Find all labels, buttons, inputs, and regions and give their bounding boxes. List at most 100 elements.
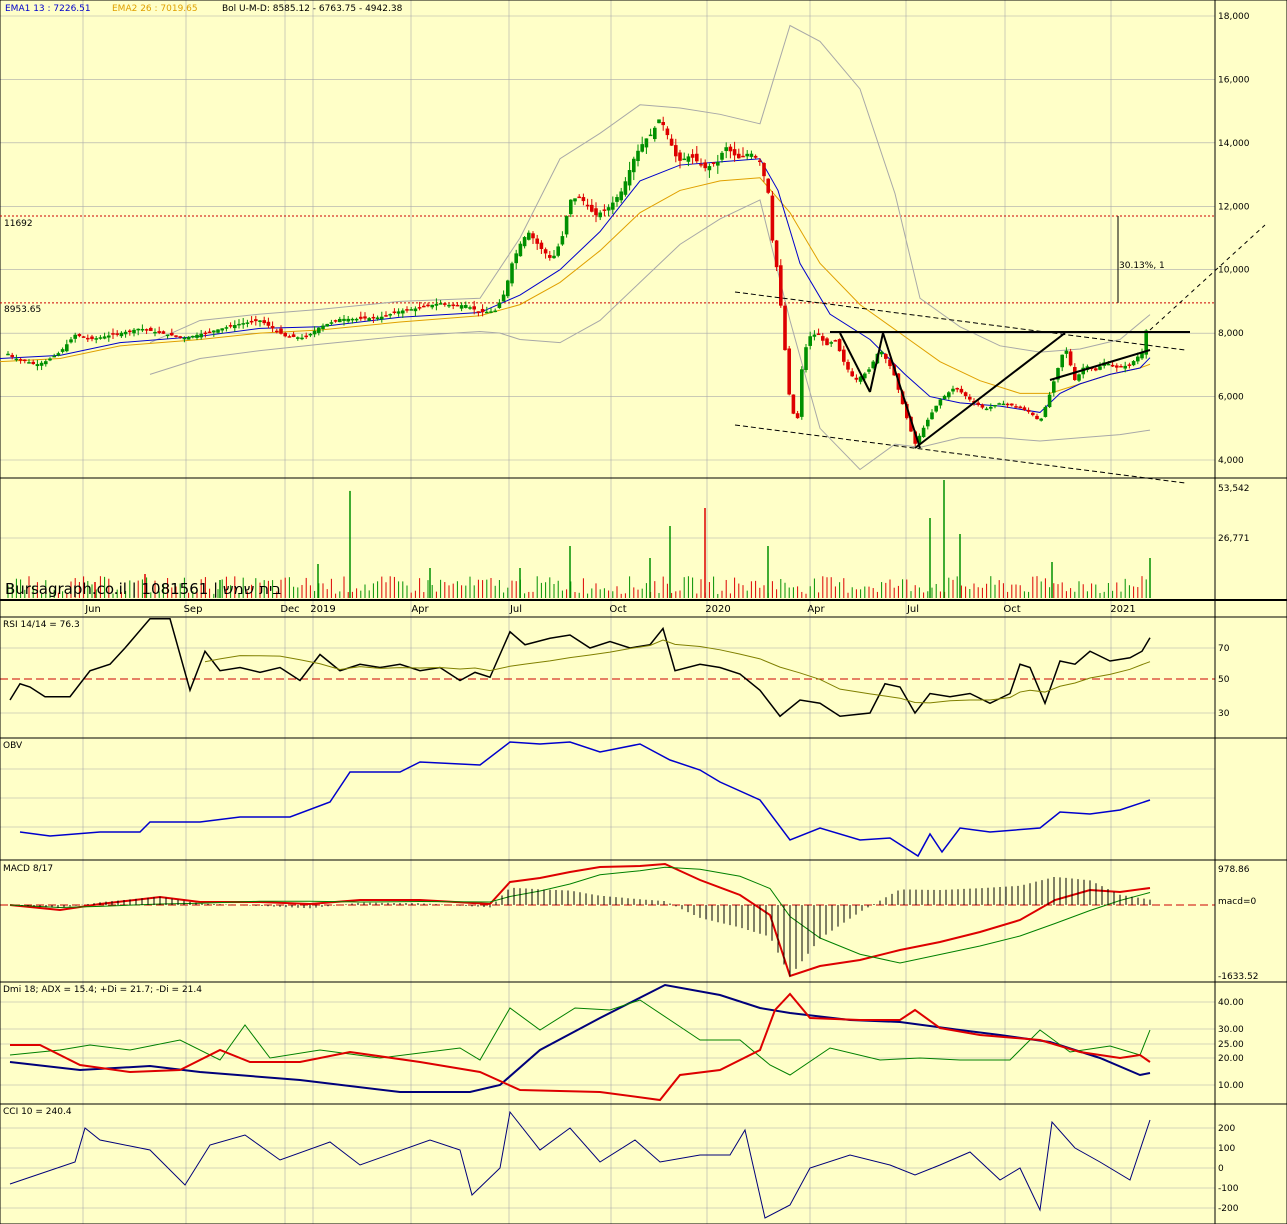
candle-body xyxy=(808,336,812,346)
candle-body xyxy=(23,359,27,362)
candle-body xyxy=(1106,363,1111,366)
candle-body xyxy=(165,334,170,337)
candle-body xyxy=(926,419,930,427)
candle-body xyxy=(270,326,275,329)
candle-body xyxy=(1110,364,1115,367)
candle-body xyxy=(191,335,195,338)
candle-body xyxy=(783,305,787,351)
x-axis-labels: Jun Sep Dec 2019 Apr Jul Oct 2020 Apr Jul Oct 2021 xyxy=(84,604,1136,615)
bollinger-lower xyxy=(149,199,1151,471)
candle-body xyxy=(405,309,409,311)
macd-label: MACD 8/17 xyxy=(3,864,53,874)
candle-body xyxy=(1005,403,1010,406)
x-axis-label: Sep xyxy=(184,604,203,615)
candle-body xyxy=(913,431,917,444)
candle-body xyxy=(774,240,779,268)
candle-body xyxy=(1031,412,1035,416)
candle-body xyxy=(753,155,758,158)
candle-body xyxy=(800,369,804,417)
candle-body xyxy=(287,336,292,338)
axis-ticks: 18,000 16,000 14,000 12,000 10,000 8,000 6,000… xyxy=(1218,12,1250,1214)
candle-body xyxy=(741,155,745,158)
candle-body xyxy=(1131,361,1136,366)
candle-body xyxy=(1052,381,1056,393)
volume-tick-label: 53,542 xyxy=(1218,484,1250,494)
dmi-label: Dmi 18; ADX = 15.4; +Di = 21.7; -Di = 21… xyxy=(3,985,202,995)
candle-body xyxy=(149,327,153,331)
candle-body xyxy=(514,253,518,264)
x-axis-label: Oct xyxy=(609,604,626,615)
candle-body xyxy=(598,212,602,218)
candle-body xyxy=(900,391,905,405)
candle-body xyxy=(690,154,695,158)
trend-line xyxy=(882,332,921,449)
candle-body xyxy=(879,351,884,355)
candle-body xyxy=(216,329,220,333)
candle-body xyxy=(279,328,283,334)
candle-body xyxy=(720,152,724,160)
candle-body xyxy=(1001,403,1006,406)
candle-body xyxy=(506,280,510,297)
candle-body xyxy=(821,336,825,341)
candle-body xyxy=(245,322,250,324)
candle-body xyxy=(241,323,245,325)
candle-body xyxy=(552,255,556,259)
candle-body xyxy=(468,307,472,309)
candle-body xyxy=(522,237,527,247)
candle-body xyxy=(548,255,552,258)
candle-body xyxy=(762,163,766,177)
candle-body xyxy=(77,334,82,337)
candle-body xyxy=(489,311,493,313)
candle-body xyxy=(237,323,241,326)
candle-body xyxy=(581,197,586,202)
candle-body xyxy=(611,202,615,210)
candle-body xyxy=(224,327,229,329)
candle-body xyxy=(644,138,649,148)
candle-body xyxy=(707,166,712,171)
candle-body xyxy=(1123,365,1127,369)
candle-body xyxy=(73,334,77,339)
dmi-tick-label: 30.00 xyxy=(1218,1025,1244,1035)
candle-body xyxy=(510,263,514,284)
candle-body xyxy=(993,405,997,407)
candle-body xyxy=(35,364,40,367)
candle-body xyxy=(766,178,770,193)
candle-body xyxy=(254,319,258,322)
dmi-tick-label: 20.00 xyxy=(1218,1054,1244,1064)
candle-body xyxy=(300,337,304,340)
macd-zero-label: macd=0 xyxy=(1218,897,1256,907)
candle-body xyxy=(976,402,980,405)
x-axis-label: Dec xyxy=(280,604,299,615)
candle-body xyxy=(136,328,140,331)
candle-body xyxy=(653,127,657,140)
x-axis-label: Apr xyxy=(411,604,429,615)
candle-body xyxy=(989,406,993,409)
candle-body xyxy=(682,158,686,161)
candle-body xyxy=(833,340,838,342)
candle-body xyxy=(858,376,863,382)
candle-body xyxy=(451,304,455,307)
candle-body xyxy=(396,311,401,314)
candle-body xyxy=(132,329,136,334)
candle-body xyxy=(1018,406,1022,409)
candle-body xyxy=(18,359,23,361)
candle-body xyxy=(636,150,640,162)
candle-body xyxy=(426,304,430,307)
candle-body xyxy=(195,334,199,338)
minus-di-line xyxy=(10,992,1151,1102)
candle-body xyxy=(354,318,359,321)
x-axis-label: Jun xyxy=(84,604,101,615)
candle-body xyxy=(39,362,44,366)
candle-body xyxy=(212,330,216,333)
candle-body xyxy=(732,149,737,156)
candle-body xyxy=(1136,356,1140,362)
candle-body xyxy=(182,337,187,340)
trend-line xyxy=(734,291,1186,351)
candle-body xyxy=(464,305,468,308)
candle-body xyxy=(888,359,892,367)
macd-min-label: -1633.52 xyxy=(1218,972,1258,982)
candle-body xyxy=(930,412,934,420)
candle-body xyxy=(980,404,985,408)
candle-body xyxy=(350,318,355,321)
candle-body xyxy=(968,396,972,400)
